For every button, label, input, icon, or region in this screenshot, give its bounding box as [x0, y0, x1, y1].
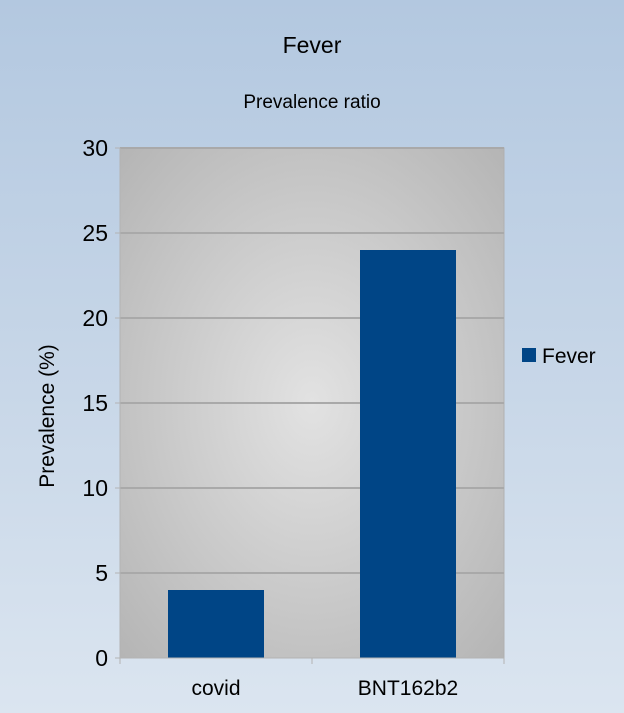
x-axis-ticks: covid BNT162b2	[119, 658, 505, 700]
x-tick-label: BNT162b2	[358, 677, 458, 700]
y-tick-label: 30	[82, 135, 108, 161]
y-tick-label: 25	[82, 220, 108, 246]
bars	[168, 250, 456, 658]
y-tick-label: 5	[95, 560, 108, 586]
legend: Fever	[522, 345, 596, 368]
bar-bnt162b2	[360, 250, 456, 658]
chart-subtitle: Prevalence ratio	[243, 92, 380, 113]
y-tick-label: 15	[82, 390, 108, 416]
bar-covid	[168, 590, 264, 658]
y-tick-label: 20	[82, 305, 108, 331]
y-tick-label: 0	[95, 645, 108, 671]
y-tick-label: 10	[82, 475, 108, 501]
legend-swatch	[522, 348, 536, 362]
legend-label: Fever	[542, 345, 596, 368]
y-axis-label: Prevalence (%)	[36, 344, 59, 488]
y-axis-ticks: 0 5 10 15 20 25 30	[82, 135, 120, 671]
x-tick-label: covid	[191, 677, 240, 700]
chart-title: Fever	[283, 32, 342, 58]
